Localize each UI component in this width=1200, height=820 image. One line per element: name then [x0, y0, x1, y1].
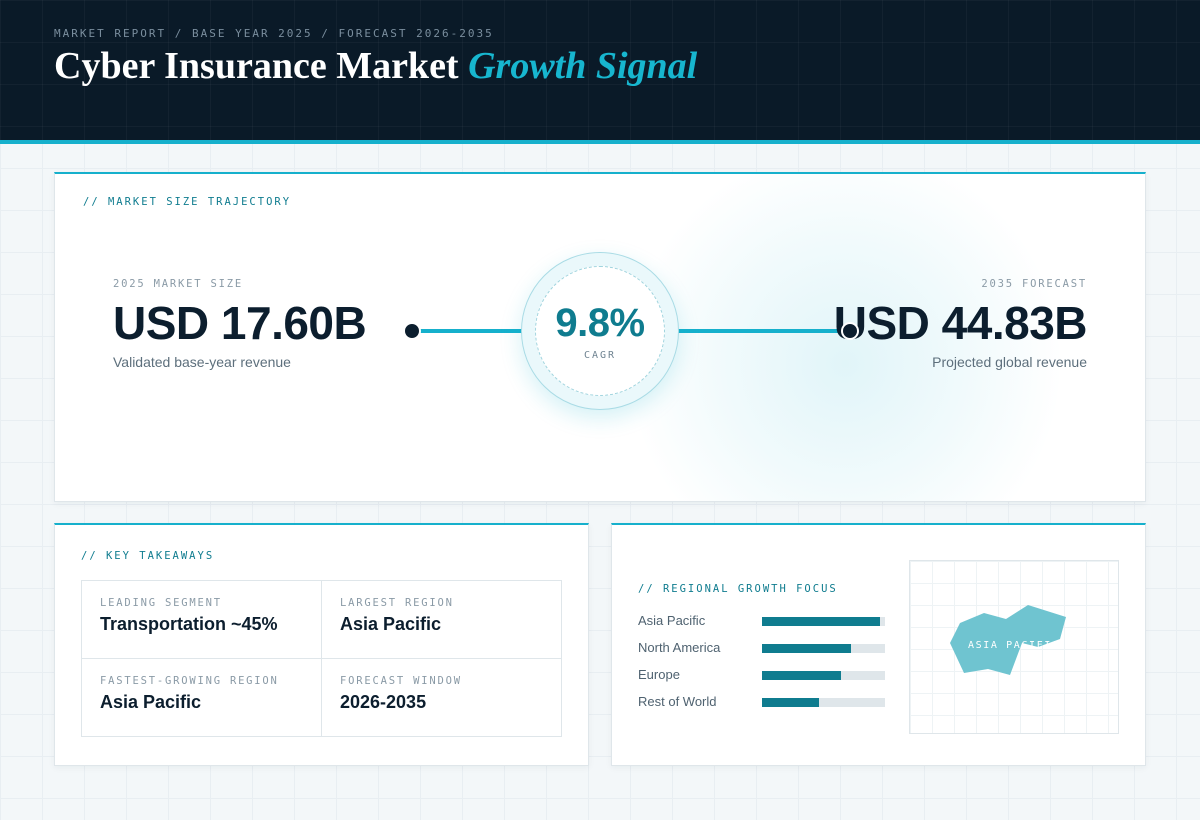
region-bar-fill	[762, 698, 819, 707]
section-label-trajectory: // MARKET SIZE TRAJECTORY	[83, 196, 292, 208]
trajectory-line-left	[419, 329, 527, 333]
takeaway-value: Asia Pacific	[340, 614, 442, 634]
region-bar-fill	[762, 617, 881, 626]
region-bar-track	[762, 644, 885, 653]
trajectory-start-node	[403, 322, 421, 340]
region-bar-track	[762, 671, 885, 680]
page-title-accent: Growth Signal	[468, 45, 698, 87]
takeaway-label: LARGEST REGION	[340, 597, 454, 609]
regional-growth-card: // REGIONAL GROWTH FOCUS Asia Pacific No…	[611, 523, 1146, 766]
takeaway-value: Asia Pacific	[100, 692, 202, 712]
page-title-main: Cyber Insurance Market	[54, 45, 469, 87]
cagr-label: CAGR	[583, 350, 617, 361]
trajectory-line-right	[661, 329, 851, 333]
region-row-rest-of-world: Rest of World	[638, 692, 888, 712]
forecast-value: USD 44.83B	[833, 297, 1088, 349]
region-bar-fill	[762, 671, 841, 680]
key-takeaways-card: // KEY TAKEAWAYS LEADING SEGMENT Transpo…	[54, 523, 589, 766]
takeaway-label: FORECAST WINDOW	[340, 675, 462, 687]
page-header: MARKET REPORT / BASE YEAR 2025 / FORECAS…	[0, 0, 1200, 144]
region-bar-track	[762, 617, 885, 626]
cagr-badge-inner: 9.8% CAGR	[535, 266, 665, 396]
base-year-value: USD 17.60B	[113, 297, 367, 349]
region-name: North America	[638, 640, 721, 655]
region-row-europe: Europe	[638, 665, 888, 685]
takeaways-grid: LEADING SEGMENT Transportation ~45% LARG…	[81, 580, 562, 737]
trajectory-end-node	[841, 322, 859, 340]
takeaway-leading-segment: LEADING SEGMENT Transportation ~45%	[82, 581, 322, 659]
breadcrumb: MARKET REPORT / BASE YEAR 2025 / FORECAS…	[54, 27, 494, 40]
forecast-label: 2035 FORECAST	[981, 278, 1087, 290]
base-year-caption: Validated base-year revenue	[113, 354, 291, 370]
takeaway-largest-region: LARGEST REGION Asia Pacific	[322, 581, 562, 659]
section-label-regional: // REGIONAL GROWTH FOCUS	[638, 583, 838, 595]
takeaway-value: 2026-2035	[340, 692, 427, 712]
cagr-value: 9.8%	[555, 301, 645, 345]
takeaway-value: Transportation ~45%	[100, 614, 278, 634]
page-title: Cyber Insurance Market Growth Signal	[54, 44, 697, 88]
region-bar-track	[762, 698, 885, 707]
forecast-stat: 2035 FORECAST USD 44.83B Projected globa…	[833, 278, 1088, 370]
forecast-caption: Projected global revenue	[932, 354, 1087, 370]
region-name: Asia Pacific	[638, 613, 706, 628]
market-size-trajectory-card: // MARKET SIZE TRAJECTORY 2025 MARKET SI…	[54, 172, 1146, 502]
map-label: ASIA PACIFIC	[968, 640, 1060, 651]
takeaway-forecast-window: FORECAST WINDOW 2026-2035	[322, 659, 562, 737]
region-map: ASIA PACIFIC	[909, 560, 1119, 734]
section-label-takeaways: // KEY TAKEAWAYS	[81, 550, 215, 562]
region-bar-fill	[762, 644, 851, 653]
base-year-stat: 2025 MARKET SIZE USD 17.60B Validated ba…	[113, 278, 367, 370]
takeaway-fastest-growing-region: FASTEST-GROWING REGION Asia Pacific	[82, 659, 322, 737]
base-year-label: 2025 MARKET SIZE	[113, 278, 243, 290]
asia-pacific-map-shape	[950, 605, 1066, 675]
cagr-badge: 9.8% CAGR	[521, 252, 679, 410]
takeaway-label: LEADING SEGMENT	[100, 597, 222, 609]
region-row-north-america: North America	[638, 638, 888, 658]
takeaway-label: FASTEST-GROWING REGION	[100, 675, 279, 687]
region-name: Rest of World	[638, 694, 717, 709]
region-row-asia-pacific: Asia Pacific	[638, 611, 888, 631]
region-name: Europe	[638, 667, 680, 682]
